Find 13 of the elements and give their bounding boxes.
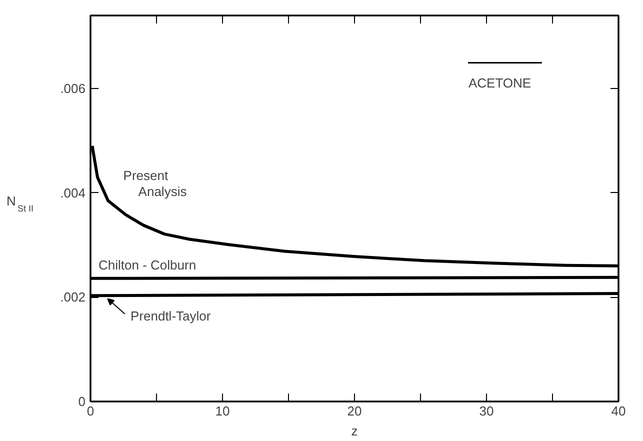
y-tick-label: .004 — [60, 185, 86, 200]
annotation: ACETONE — [468, 76, 532, 90]
series-label: Present Analysis — [123, 168, 188, 200]
y-tick-label: 0 — [78, 394, 86, 409]
x-tick-label: 20 — [347, 404, 362, 418]
x-tick-label: 30 — [479, 404, 494, 418]
x-tick-label: 10 — [215, 404, 230, 418]
x-axis-title: z — [351, 424, 358, 438]
y-tick-label: .006 — [60, 81, 86, 96]
x-tick-label: 40 — [611, 404, 626, 418]
series-label: Prendtl-Taylor — [130, 308, 212, 324]
series-label: Chilton - Colburn — [98, 257, 196, 272]
y-tick-label: .002 — [60, 290, 86, 305]
